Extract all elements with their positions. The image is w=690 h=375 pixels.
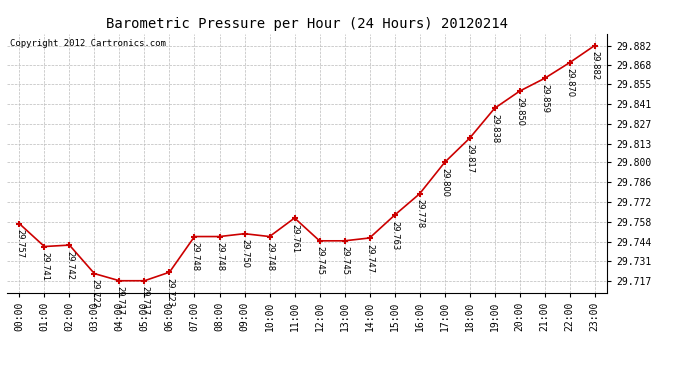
Text: 29.717: 29.717 <box>140 286 149 315</box>
Text: 29.748: 29.748 <box>215 242 224 271</box>
Text: 29.741: 29.741 <box>40 252 49 281</box>
Text: 29.757: 29.757 <box>15 229 24 258</box>
Text: 29.859: 29.859 <box>540 84 549 113</box>
Text: 29.717: 29.717 <box>115 286 124 315</box>
Text: 29.817: 29.817 <box>465 144 474 173</box>
Text: 29.761: 29.761 <box>290 224 299 253</box>
Text: 29.838: 29.838 <box>490 114 499 143</box>
Text: 29.723: 29.723 <box>165 278 174 307</box>
Text: 29.870: 29.870 <box>565 68 574 97</box>
Text: 29.763: 29.763 <box>390 221 399 250</box>
Text: 29.800: 29.800 <box>440 168 449 197</box>
Text: 29.722: 29.722 <box>90 279 99 308</box>
Title: Barometric Pressure per Hour (24 Hours) 20120214: Barometric Pressure per Hour (24 Hours) … <box>106 17 508 31</box>
Text: 29.748: 29.748 <box>265 242 274 271</box>
Text: 29.742: 29.742 <box>65 251 74 280</box>
Text: 29.745: 29.745 <box>340 246 349 275</box>
Text: 29.750: 29.750 <box>240 239 249 268</box>
Text: 29.778: 29.778 <box>415 200 424 229</box>
Text: 29.748: 29.748 <box>190 242 199 271</box>
Text: 29.882: 29.882 <box>590 51 599 80</box>
Text: 29.850: 29.850 <box>515 97 524 126</box>
Text: 29.745: 29.745 <box>315 246 324 275</box>
Text: 29.747: 29.747 <box>365 243 374 273</box>
Text: Copyright 2012 Cartronics.com: Copyright 2012 Cartronics.com <box>10 39 166 48</box>
